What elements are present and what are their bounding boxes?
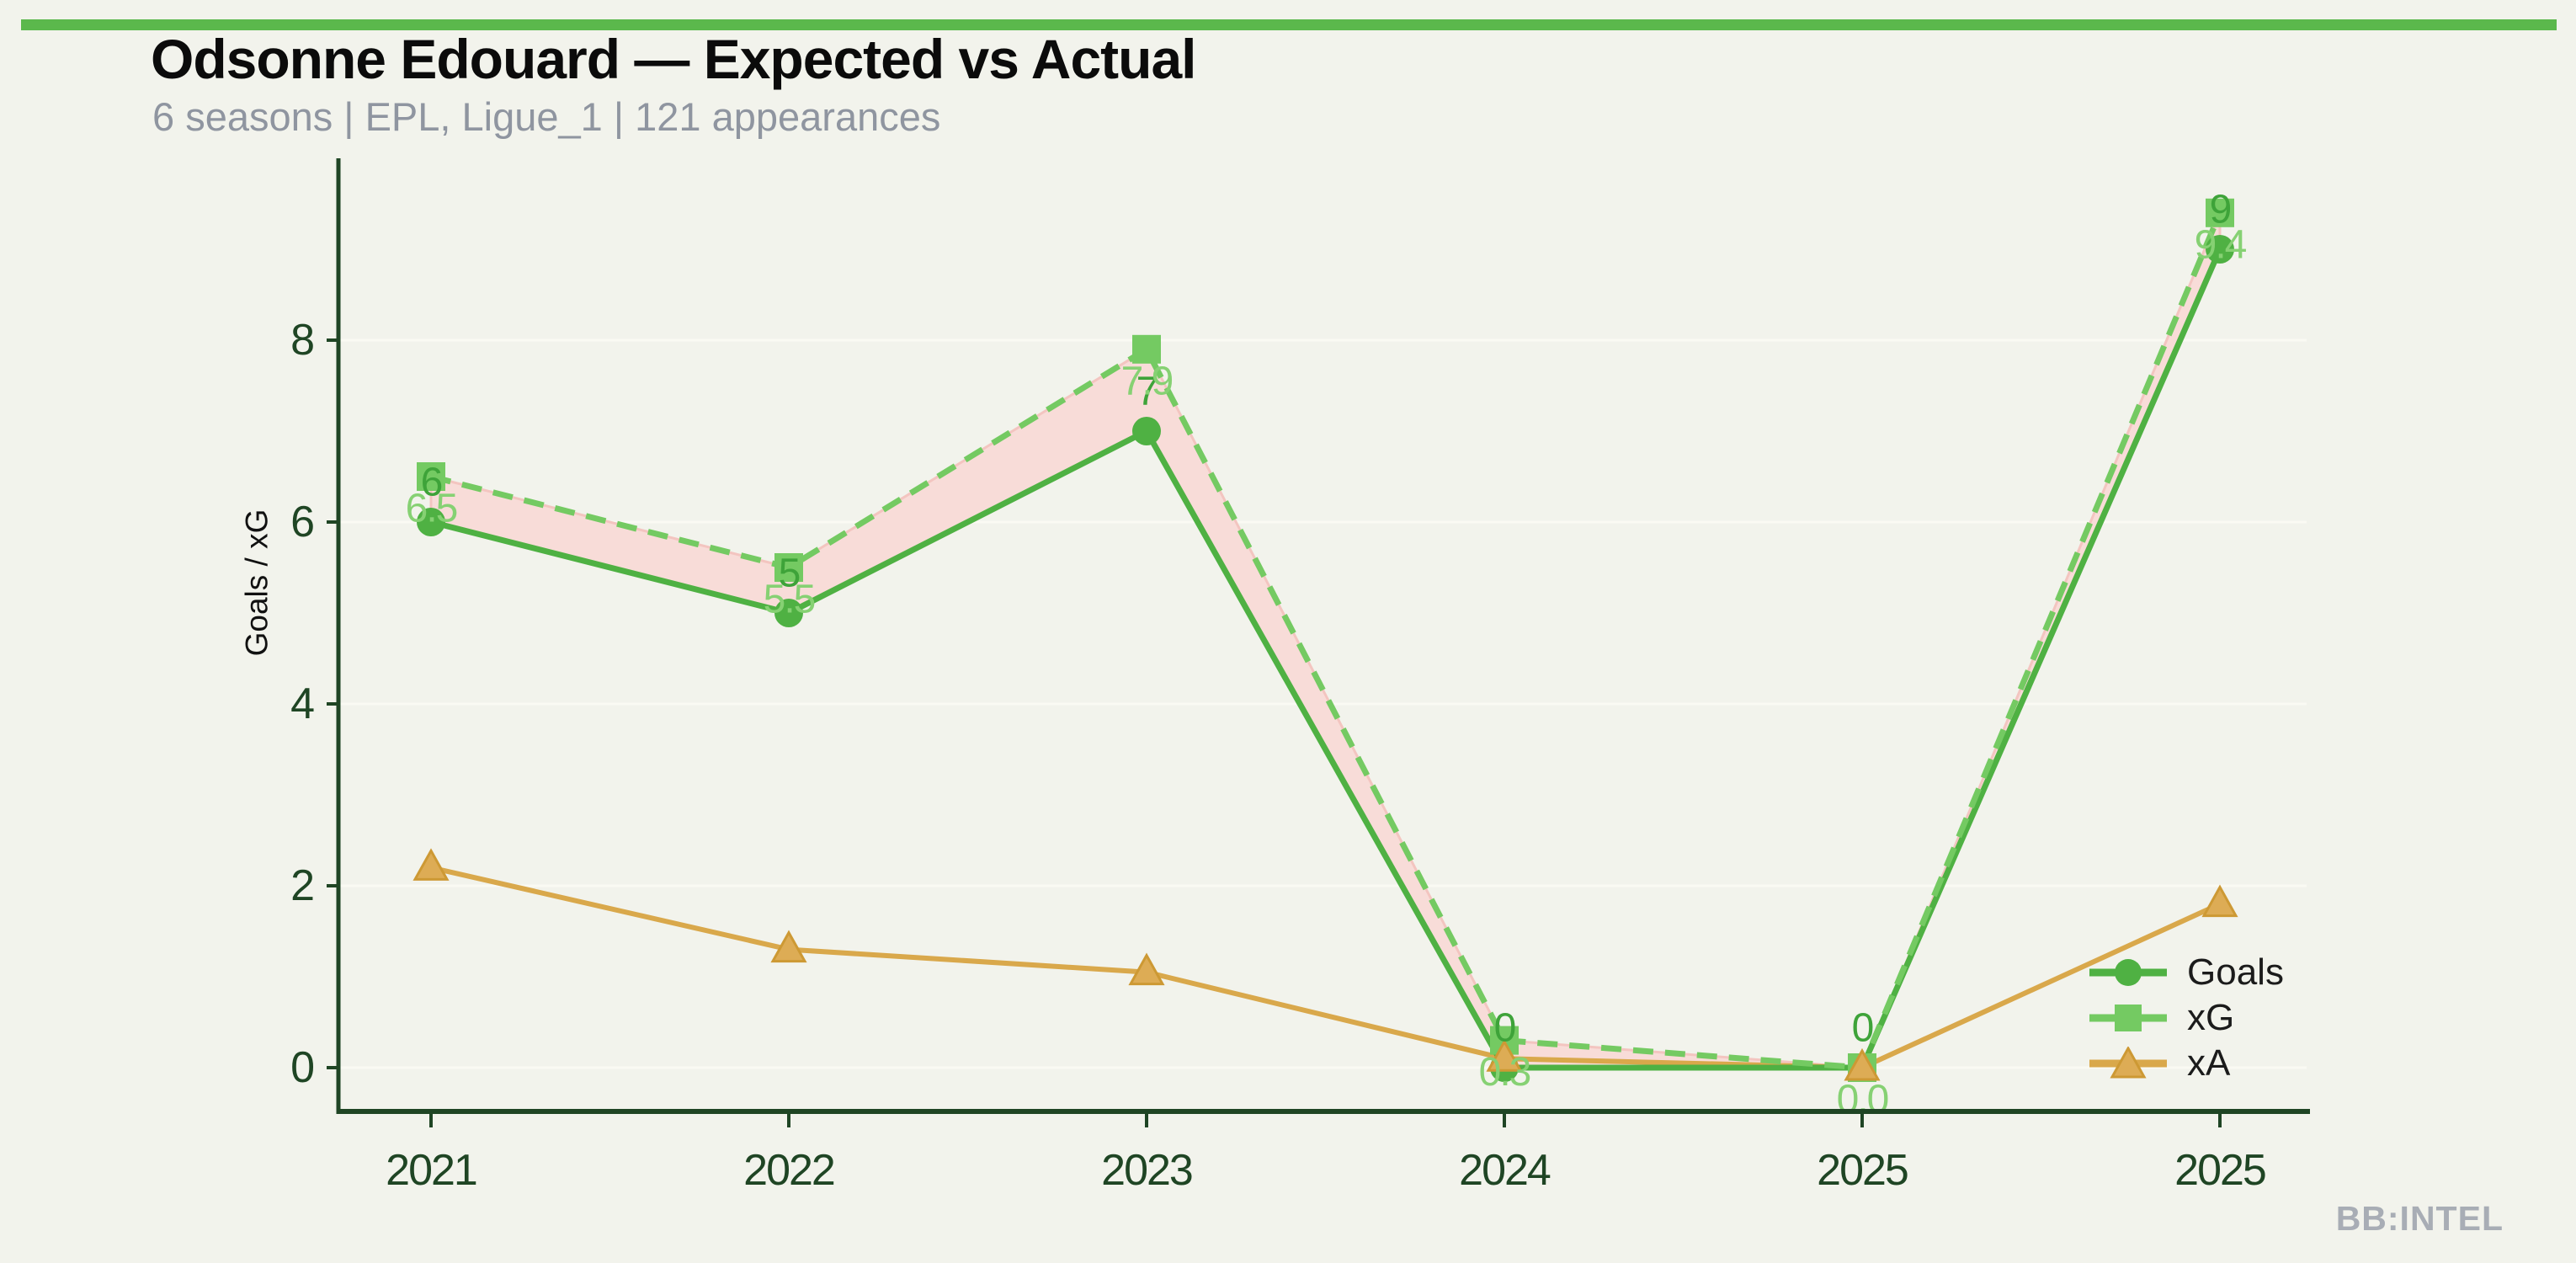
xg-point-label: 9.4 — [2195, 222, 2247, 267]
goals-marker — [417, 508, 445, 536]
page-title: Odsonne Edouard — Expected vs Actual — [151, 28, 1196, 90]
legend-label-goals: Goals — [2187, 951, 2284, 993]
xa-line-triangle-icon — [2089, 1047, 2167, 1079]
x-tick-label: 2024 — [1459, 1146, 1551, 1195]
legend-label-xg: xG — [2187, 997, 2235, 1038]
xa-marker — [412, 848, 450, 881]
xg-point-label: 7.9 — [1121, 359, 1173, 403]
legend-item-goals: Goals — [2086, 950, 2284, 995]
goals-line — [430, 248, 2223, 1071]
goals-point-label: 5 — [779, 552, 800, 596]
x-tick-label: 2022 — [743, 1146, 834, 1195]
xa-marker — [1486, 1039, 1523, 1072]
goals-line-circle-icon — [2089, 959, 2167, 986]
y-tick-label: 2 — [290, 861, 315, 910]
y-tick-label: 8 — [290, 316, 315, 365]
xg-marker — [417, 462, 445, 491]
x-tick-label: 2025 — [2174, 1146, 2265, 1195]
page-subtitle: 6 seasons | EPL, Ligue_1 | 121 appearanc… — [152, 94, 941, 139]
goals-point-label: 9 — [2210, 188, 2231, 232]
goals-marker — [1132, 417, 1161, 445]
xa-marker — [2201, 884, 2238, 918]
goals-marker — [2206, 235, 2234, 264]
accent-bar — [21, 19, 2557, 30]
y-tick-label: 0 — [290, 1043, 315, 1092]
legend-item-xg: xG — [2086, 995, 2284, 1041]
legend-label-xa: xA — [2187, 1042, 2231, 1084]
watermark: BB:INTEL — [2335, 1199, 2504, 1238]
y-tick-label: 4 — [290, 679, 315, 728]
goals-point-label: 6 — [421, 461, 442, 505]
legend-item-xa: xA — [2086, 1041, 2284, 1086]
xa-line — [430, 865, 2222, 1070]
y-axis-title: Goals / xG — [240, 509, 274, 657]
xa-marker — [770, 930, 807, 963]
xg-marker — [774, 553, 803, 582]
xg-point-label: 0.3 — [1479, 1050, 1530, 1095]
x-tick-label: 2023 — [1101, 1146, 1192, 1195]
xg-marker — [2206, 198, 2234, 227]
goals-point-label: 0 — [1494, 1006, 1515, 1051]
xg-point-label: 5.5 — [764, 578, 815, 622]
xg-point-label: 6.5 — [406, 487, 457, 531]
xg-line — [430, 211, 2223, 1071]
x-tick-label: 2025 — [1817, 1146, 1908, 1195]
goals-point-label: 7 — [1136, 370, 1158, 414]
xa-marker — [1128, 952, 1165, 986]
xg-marker — [1132, 334, 1161, 364]
x-tick-label: 2021 — [386, 1146, 476, 1195]
xa-marker — [1844, 1047, 1881, 1081]
chart-legend: Goals xG xA — [2086, 950, 2284, 1086]
goals-point-label: 0 — [1852, 1006, 1873, 1051]
goals-marker — [774, 599, 803, 627]
y-tick-label: 6 — [290, 498, 315, 546]
xg-line-square-icon — [2089, 1005, 2167, 1031]
